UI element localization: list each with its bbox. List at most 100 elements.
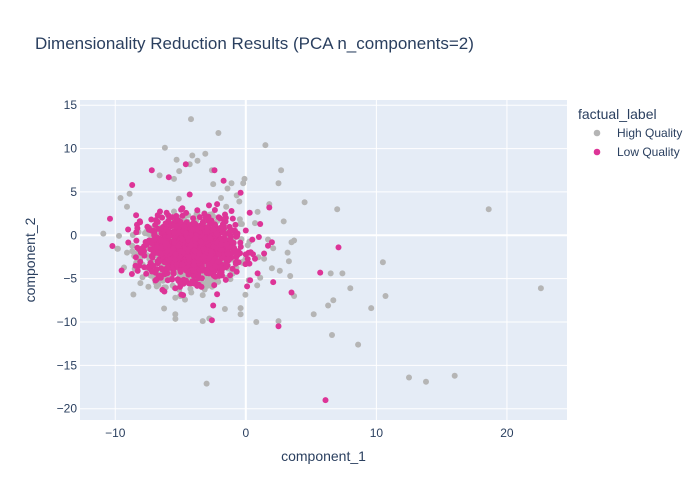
data-point — [310, 311, 317, 318]
data-point — [223, 241, 230, 248]
data-point — [173, 156, 180, 163]
data-point — [162, 220, 169, 227]
series-low-quality — [107, 161, 342, 404]
data-point — [210, 302, 217, 309]
data-point — [254, 208, 261, 215]
data-point — [223, 203, 230, 210]
data-point — [217, 246, 224, 253]
legend-label-high-quality: High Quality — [617, 126, 682, 140]
data-point — [117, 195, 124, 201]
data-point — [240, 180, 247, 187]
data-point — [137, 258, 144, 265]
data-point — [211, 167, 218, 174]
data-point — [137, 280, 144, 287]
data-point — [154, 260, 161, 267]
data-point — [222, 236, 229, 243]
legend-item-low-quality[interactable]: Low Quality — [593, 145, 680, 159]
data-point — [227, 236, 234, 243]
y-tick-label: 10 — [64, 142, 78, 156]
data-point — [218, 195, 224, 201]
data-point — [107, 215, 113, 222]
data-point — [221, 306, 228, 312]
data-point — [200, 253, 207, 260]
data-point — [161, 305, 168, 312]
data-point — [222, 276, 229, 283]
data-point — [242, 291, 249, 298]
data-point — [208, 248, 215, 255]
data-point — [145, 283, 152, 290]
data-point — [143, 270, 150, 277]
data-point — [224, 185, 231, 192]
data-point — [254, 270, 261, 277]
data-point — [203, 270, 210, 277]
data-point — [244, 283, 251, 290]
data-point — [149, 268, 155, 275]
data-point — [109, 243, 116, 249]
data-point — [194, 157, 201, 164]
data-point — [143, 241, 150, 248]
legend[interactable]: factual_label High Quality Low Quality — [578, 106, 682, 159]
data-point — [212, 263, 219, 270]
data-point — [200, 245, 207, 252]
data-point — [171, 229, 178, 236]
data-point — [214, 201, 221, 208]
data-point — [339, 270, 346, 277]
data-point — [114, 245, 121, 252]
data-point — [236, 198, 243, 205]
data-point — [247, 249, 254, 256]
data-point — [192, 235, 199, 242]
data-point — [228, 180, 235, 187]
data-point — [211, 207, 218, 213]
data-point — [232, 260, 239, 267]
data-point — [222, 211, 228, 218]
data-point — [141, 264, 148, 271]
data-point — [154, 219, 161, 225]
data-point — [238, 221, 245, 227]
data-point — [216, 251, 222, 258]
data-point — [171, 239, 178, 246]
data-point — [255, 234, 262, 240]
data-point — [118, 267, 125, 274]
data-point — [218, 241, 225, 248]
data-point — [225, 255, 232, 262]
data-point — [161, 144, 168, 151]
data-point — [172, 311, 179, 318]
data-point — [190, 272, 197, 279]
data-point — [211, 273, 218, 280]
y-axis-title: component_2 — [22, 217, 38, 302]
data-point — [220, 177, 227, 184]
data-point — [158, 237, 165, 244]
data-point — [237, 239, 244, 246]
data-point — [190, 215, 197, 222]
data-point — [199, 318, 206, 325]
data-point — [155, 225, 162, 232]
data-point — [116, 232, 122, 239]
data-point — [228, 208, 235, 214]
data-point — [129, 182, 136, 188]
data-point — [197, 239, 204, 246]
data-point — [157, 274, 164, 281]
data-point — [216, 270, 223, 277]
data-point — [182, 161, 189, 168]
data-point — [335, 244, 342, 251]
data-point — [175, 243, 182, 250]
data-point — [185, 271, 192, 278]
data-point — [145, 226, 152, 233]
data-point — [211, 282, 218, 289]
data-point — [180, 292, 187, 299]
data-point — [406, 374, 412, 381]
legend-item-high-quality[interactable]: High Quality — [593, 126, 683, 140]
data-point — [171, 175, 177, 182]
data-point — [288, 289, 295, 296]
data-point — [191, 259, 198, 265]
legend-title: factual_label — [578, 106, 657, 122]
data-point — [133, 212, 140, 219]
data-point — [266, 204, 273, 211]
data-point — [169, 275, 175, 282]
data-point — [287, 273, 294, 279]
data-point — [148, 167, 155, 174]
data-point — [100, 230, 107, 237]
data-point — [134, 225, 141, 232]
data-point — [233, 268, 240, 275]
data-point — [129, 248, 136, 255]
